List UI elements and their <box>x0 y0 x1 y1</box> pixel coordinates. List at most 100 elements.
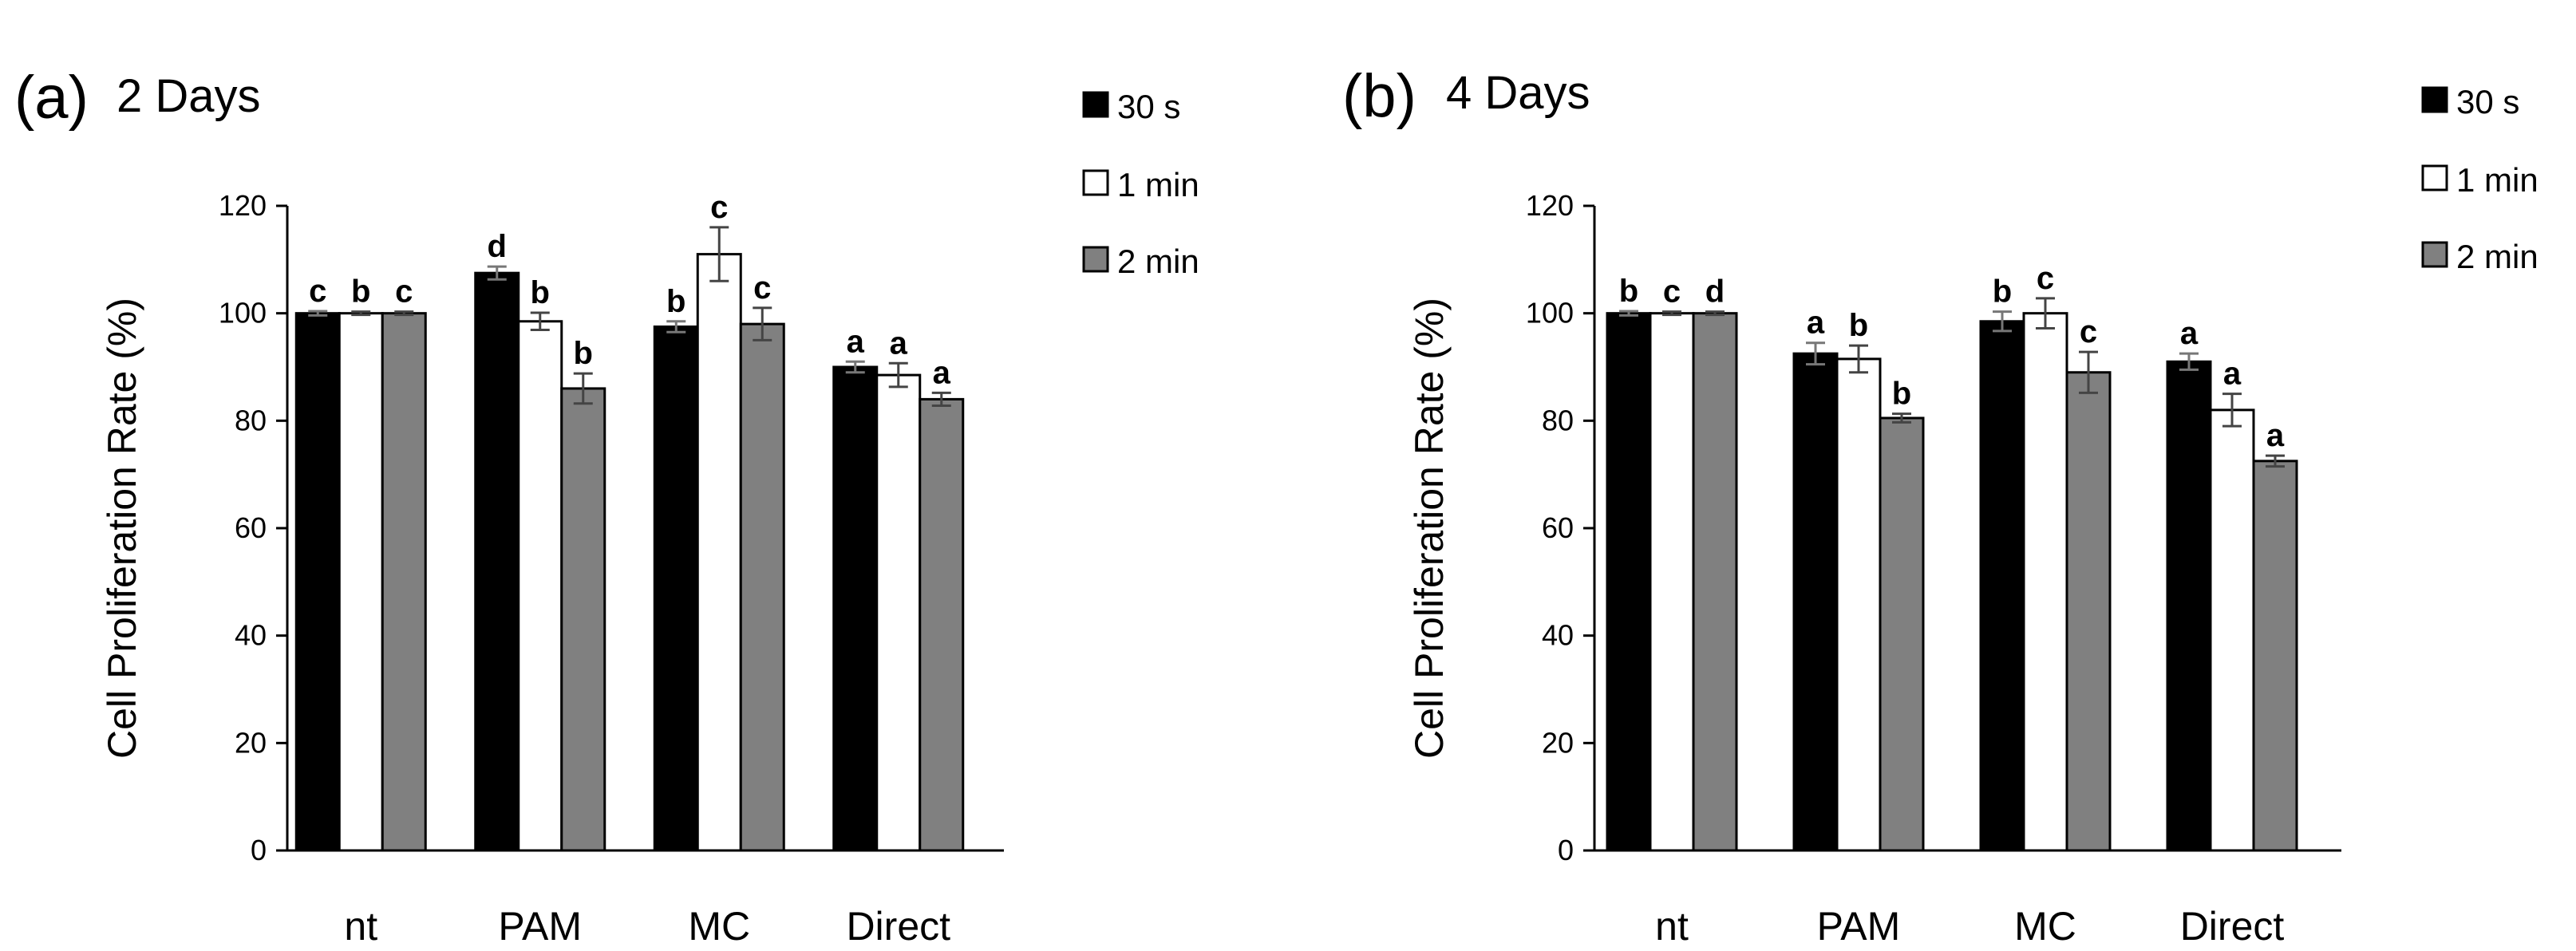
legend-label-2min: 2 min <box>2456 238 2538 275</box>
y-tick-label: 0 <box>1558 834 1574 866</box>
legend-swatch-2min <box>2421 241 2448 268</box>
sig-label-direct-1min: a <box>890 326 908 361</box>
legend-label-2min: 2 min <box>1117 243 1199 280</box>
sig-label-nt-2min: d <box>1705 274 1725 310</box>
x-tick-label-pam: PAM <box>1817 904 1901 949</box>
legend-swatch-1min <box>1082 169 1109 196</box>
y-tick-label: 0 <box>251 834 267 866</box>
bar-direct-30s <box>2166 360 2212 852</box>
sig-label-nt-1min: c <box>1663 274 1681 310</box>
sig-label-mc-2min: c <box>2080 314 2097 349</box>
x-tick-label-direct: Direct <box>2180 904 2285 949</box>
x-tick-label-mc: MC <box>688 904 750 949</box>
x-tick-label-nt: nt <box>344 904 377 949</box>
y-tick-label: 40 <box>235 619 267 652</box>
bar-direct-2min <box>2252 460 2298 852</box>
bar-pam-1min <box>517 320 563 852</box>
bar-nt-30s <box>1606 312 1652 852</box>
sig-label-direct-30s: a <box>2180 316 2199 351</box>
legend-swatch-1min <box>2421 164 2448 191</box>
panel-title: 2 Days <box>117 70 261 122</box>
y-tick-label: 100 <box>1526 297 1574 329</box>
x-tick-label-mc: MC <box>2014 904 2076 949</box>
sig-label-pam-30s: a <box>1807 306 1825 341</box>
bar-pam-30s <box>474 271 520 852</box>
sig-label-pam-1min: b <box>531 275 550 310</box>
bar-pam-2min <box>1879 416 1925 852</box>
sig-label-mc-30s: b <box>666 284 685 319</box>
bar-nt-1min <box>1649 312 1695 852</box>
sig-label-direct-1min: a <box>2223 357 2242 392</box>
group-direct: aaa <box>2166 316 2298 852</box>
sig-label-mc-30s: b <box>1993 274 2012 310</box>
bar-mc-30s <box>1979 320 2025 852</box>
legend: 30 s 1 min 2 min <box>1082 88 1199 280</box>
legend-label-1min: 1 min <box>1117 166 1199 203</box>
panel-label: (a) <box>14 64 89 132</box>
group-mc: b c c <box>653 190 785 852</box>
sig-label-mc-1min: c <box>2037 261 2054 296</box>
bar-direct-30s <box>832 365 879 852</box>
bar-direct-1min <box>2209 408 2255 852</box>
y-tick-label: 80 <box>235 404 267 436</box>
y-tick-label: 60 <box>235 511 267 544</box>
panel-title: 4 Days <box>1446 67 1590 119</box>
bar-mc-1min <box>2022 312 2068 852</box>
sig-label-mc-2min: c <box>753 270 771 306</box>
x-tick-label-direct: Direct <box>846 904 950 949</box>
sig-label-nt-1min: b <box>351 274 370 310</box>
legend-label-1min: 1 min <box>2456 161 2538 199</box>
sig-label-pam-30s: d <box>488 229 507 264</box>
legend-swatch-2min <box>1082 246 1109 273</box>
sig-label-pam-2min: b <box>574 336 593 371</box>
sig-label-pam-2min: b <box>1892 377 1911 412</box>
y-tick-label: 20 <box>235 726 267 759</box>
bar-nt-30s <box>294 312 341 852</box>
panel-a: (a) 2 Days 0 20 40 60 80 100 120 Cell Proliferati… <box>14 64 1199 949</box>
sig-label-mc-1min: c <box>710 190 728 225</box>
x-tick-label-pam: PAM <box>498 904 582 949</box>
bar-mc-2min <box>2065 371 2112 852</box>
bar-nt-1min <box>338 312 384 852</box>
bar-mc-2min <box>739 322 785 852</box>
bar-direct-1min <box>875 373 922 852</box>
y-tick-label: 100 <box>219 297 267 329</box>
legend-label-30s: 30 s <box>1117 88 1180 125</box>
y-axis-label: Cell Proliferation Rate (%) <box>1407 298 1452 759</box>
legend-swatch-30s <box>2421 86 2448 113</box>
legend: 30 s 1 min 2 min <box>2421 83 2538 275</box>
panel-b: (b) 4 Days 0 20 40 60 80 100 120 Cell Proliferati… <box>1342 62 2538 949</box>
sig-label-direct-2min: a <box>2266 418 2285 453</box>
group-pam: dbb <box>474 229 606 852</box>
panel-label: (b) <box>1342 62 1416 130</box>
y-tick-label: 80 <box>1542 404 1574 436</box>
sig-label-nt-30s: b <box>1619 274 1638 309</box>
legend-swatch-30s <box>1082 91 1109 118</box>
bar-pam-2min <box>560 387 606 852</box>
bar-direct-2min <box>919 397 965 852</box>
group-pam: a bb <box>1792 306 1925 852</box>
y-tick-label: 120 <box>219 189 267 222</box>
bar-nt-2min <box>381 312 427 852</box>
bar-mc-30s <box>653 326 699 852</box>
sig-label-nt-2min: c <box>395 274 413 310</box>
sig-label-pam-1min: b <box>1849 308 1868 343</box>
sig-label-direct-2min: a <box>933 355 951 390</box>
y-tick-label: 120 <box>1526 189 1574 222</box>
bar-nt-2min <box>1692 312 1738 852</box>
y-tick-label: 40 <box>1542 619 1574 652</box>
bar-pam-1min <box>1835 357 1882 852</box>
x-tick-label-nt: nt <box>1655 904 1689 949</box>
y-tick-label: 60 <box>1542 511 1574 544</box>
bar-mc-1min <box>696 253 742 852</box>
sig-label-direct-30s: a <box>847 324 865 359</box>
sig-label-nt-30s: c <box>309 274 326 309</box>
legend-label-30s: 30 s <box>2456 83 2519 120</box>
bar-pam-30s <box>1792 352 1839 852</box>
y-axis-label: Cell Proliferation Rate (%) <box>100 298 144 759</box>
